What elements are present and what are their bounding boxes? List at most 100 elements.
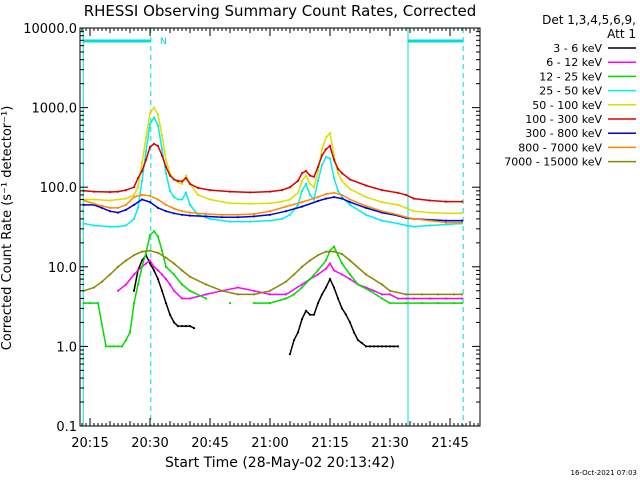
series-point-8-19 [284,280,288,283]
series-point-2-31 [324,259,328,262]
series-point-7-29 [404,216,408,219]
series-point-7-33 [460,221,464,224]
series-point-1-28 [348,278,352,281]
series-line-7-0 [83,192,462,224]
series-point-7-21 [316,196,320,199]
series-point-5-29 [304,169,308,173]
series-point-2-21 [188,289,192,292]
series-point-3-27 [296,203,300,206]
series-point-5-46 [444,200,448,203]
series-point-8-22 [308,259,312,262]
series-point-7-20 [300,201,304,204]
series-point-3-26 [288,213,292,216]
series-3 [82,115,464,228]
series-point-0-2 [140,259,144,262]
series-point-1-39 [460,297,464,300]
series-point-8-13 [188,275,192,278]
series-2 [82,230,464,348]
series-point-3-2 [108,225,112,228]
series-point-6-15 [220,216,224,219]
series-point-4-6 [136,186,140,189]
series-point-5-34 [324,148,328,151]
legend-label-1: 6 - 12 keV [546,56,602,69]
series-point-7-15 [220,213,224,216]
series-point-3-14 [168,189,172,192]
series-point-2-24 [252,302,256,305]
series-point-5-2 [108,190,112,194]
series-point-2-2 [96,302,100,305]
series-line-1-0 [117,259,462,300]
series-point-5-4 [124,189,128,192]
series-point-2-35 [340,262,344,265]
series-point-5-22 [228,190,232,193]
series-point-3-35 [328,157,332,160]
series-point-0-14 [188,325,192,328]
series-point-1-15 [204,293,208,296]
series-point-1-12 [172,289,176,292]
series-point-4-38 [340,179,344,182]
series-point-0-28 [336,297,340,300]
series-point-4-40 [364,196,368,199]
series-point-2-44 [452,302,456,305]
series-point-0-5 [152,269,156,272]
series-point-4-28 [300,179,304,182]
series-point-7-10 [164,203,168,206]
chart-title: RHESSI Observing Summary Count Rates, Co… [84,2,477,20]
series-point-2-11 [136,283,140,286]
series-point-5-11 [156,144,160,147]
series-point-2-26 [284,297,288,300]
series-point-6-20 [300,205,304,208]
series-point-1-14 [188,297,192,300]
series-point-2-42 [420,302,424,305]
series-point-0-20 [304,309,308,312]
series-point-5-5 [132,186,136,189]
series-point-2-16 [156,235,160,238]
series-point-1-0 [116,289,120,292]
series-point-8-17 [252,293,256,296]
series-point-5-35 [328,144,332,147]
series-point-5-27 [296,179,300,182]
series-point-3-34 [324,155,328,158]
series-point-1-24 [324,267,328,270]
y-tick-label-4: 1000.0 [32,102,78,117]
series-point-5-3 [116,190,120,193]
series-point-0-15 [192,327,196,330]
series-point-0-21 [308,313,312,316]
series-point-1-33 [388,293,392,296]
series-point-2-27 [292,293,296,296]
series-point-5-43 [404,193,408,196]
series-point-5-15 [172,178,176,181]
series-point-8-29 [380,283,384,286]
series-point-1-8 [156,269,160,272]
series-point-1-38 [444,297,448,300]
series-point-3-18 [184,191,188,194]
series-point-7-8 [148,194,152,197]
series-point-7-18 [268,210,272,213]
series-point-4-37 [336,172,340,175]
series-point-2-12 [140,265,144,268]
series-point-3-25 [280,217,284,220]
series-point-1-31 [372,289,376,292]
series-point-6-17 [252,215,256,218]
series-line-2-2 [254,245,462,304]
series-point-5-8 [144,158,148,161]
series-line-8-0 [83,249,462,296]
series-point-0-30 [344,313,348,316]
series-point-2-13 [144,251,148,254]
series-point-6-19 [284,210,288,213]
series-point-3-32 [316,179,320,182]
series-point-5-28 [300,172,304,175]
footer-date: 16-Oct-2021 07:03 [571,469,637,477]
series-point-1-26 [332,269,336,272]
series-point-1-36 [412,297,416,300]
x-tick-label-3: 21:00 [251,436,288,451]
series-point-2-39 [380,297,384,300]
series-point-1-1 [124,283,128,286]
series-point-2-6 [116,345,120,348]
series-point-4-1 [92,198,96,201]
flag-marker-n: N [160,37,167,47]
series-point-0-8 [164,302,168,305]
series-point-2-37 [356,283,360,286]
series-point-3-43 [404,224,408,227]
y-tick-label-2: 10.0 [48,261,77,276]
